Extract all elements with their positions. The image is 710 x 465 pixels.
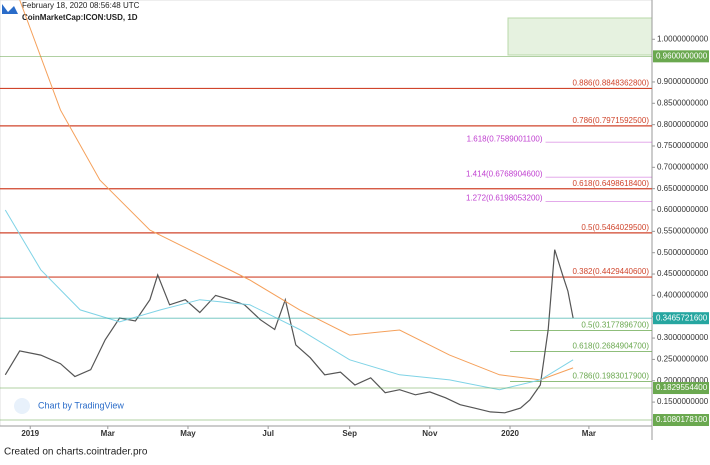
price-mark-box xyxy=(653,50,709,63)
price-mark-label: 0.1829554400 xyxy=(656,383,708,392)
fib-label: 1.272(0.6198053200) xyxy=(466,194,543,203)
y-tick-label: 0.7000000000 xyxy=(657,162,709,171)
x-tick-label: May xyxy=(180,429,196,438)
footer: Created on charts.cointrader.pro xyxy=(4,447,148,458)
fib-label: 0.886(0.8848362800) xyxy=(572,79,649,88)
y-tick-label: 0.9000000000 xyxy=(657,77,709,86)
symbol: CoinMarketCap:ICON:USD, 1D xyxy=(22,13,138,22)
y-tick-label: 0.4500000000 xyxy=(657,269,709,278)
x-tick-label: Nov xyxy=(422,429,438,438)
fib-label: 0.382(0.4429440600) xyxy=(572,267,649,276)
plot-area xyxy=(0,0,653,427)
series-line xyxy=(19,0,574,381)
fib-label: 0.618(0.2684904700) xyxy=(572,342,649,351)
y-tick-label: 0.5000000000 xyxy=(657,248,709,257)
x-tick-label: Mar xyxy=(101,429,115,438)
y-tick-label: 0.7500000000 xyxy=(657,141,709,150)
y-tick-label: 0.2000000000 xyxy=(657,376,709,385)
fib-label: 0.618(0.6498618400) xyxy=(572,179,649,188)
x-tick-label: Sep xyxy=(342,429,357,438)
logo xyxy=(2,4,18,14)
y-tick-label: 0.2500000000 xyxy=(657,355,709,364)
y-tick-label: 1.0000000000 xyxy=(657,34,709,43)
y-tick-label: 0.4000000000 xyxy=(657,290,709,299)
drawing-box xyxy=(507,17,653,56)
x-tick-label: Jul xyxy=(262,429,274,438)
y-tick-label: 0.5500000000 xyxy=(657,226,709,235)
fib-label: 0.5(0.5464029500) xyxy=(581,223,649,232)
price-mark-box xyxy=(653,312,709,325)
y-tick-label: 0.6500000000 xyxy=(657,184,709,193)
watermark: Chart by TradingView xyxy=(38,400,124,410)
price-mark-label: 0.1080178100 xyxy=(656,415,708,424)
fib-label: 0.786(0.1983017900) xyxy=(572,372,649,381)
fib-label: 1.414(0.6768904600) xyxy=(466,169,543,178)
watermark-icon xyxy=(14,398,30,414)
fib-label: 1.618(0.7589001100) xyxy=(467,134,543,143)
price-mark-box xyxy=(653,414,709,427)
y-tick-label: 0.8000000000 xyxy=(657,120,709,129)
y-tick-label: 0.6000000000 xyxy=(657,205,709,214)
fib-label: 0.5(0.3177896700) xyxy=(581,321,649,330)
price-mark-label: 0.3465721600 xyxy=(656,313,708,322)
x-tick-label: 2020 xyxy=(501,429,519,438)
price-mark-label: 0.9600000000 xyxy=(656,51,708,60)
x-tick-label: Mar xyxy=(582,429,596,438)
price-mark-box xyxy=(653,382,709,395)
fib-label: 0.786(0.7971592500) xyxy=(572,116,649,125)
timestamp: February 18, 2020 08:56:48 UTC xyxy=(22,1,140,10)
y-tick-label: 0.8500000000 xyxy=(657,98,709,107)
x-tick-label: 2019 xyxy=(21,429,39,438)
y-tick-label: 0.1500000000 xyxy=(657,397,709,406)
y-tick-label: 0.3000000000 xyxy=(657,333,709,342)
